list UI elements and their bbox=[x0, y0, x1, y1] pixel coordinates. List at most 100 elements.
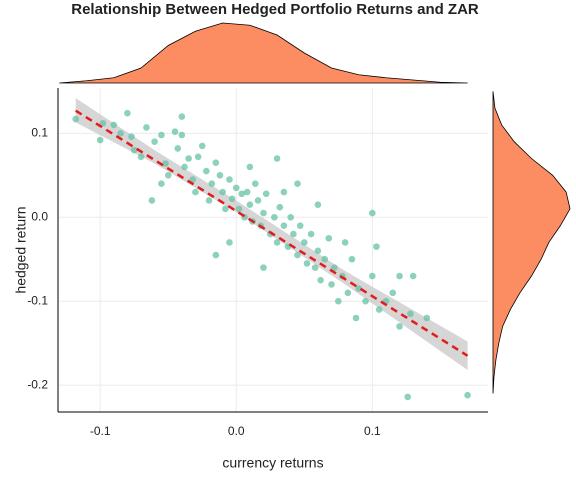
scatter-point bbox=[389, 289, 397, 297]
scatter-point bbox=[396, 272, 403, 280]
scatter-point bbox=[352, 314, 360, 322]
scatter-point bbox=[181, 163, 188, 171]
scatter-point bbox=[216, 171, 224, 179]
scatter-point bbox=[273, 239, 281, 246]
scatter-point bbox=[212, 159, 220, 167]
scatter-point bbox=[344, 289, 352, 297]
scatter-point bbox=[117, 130, 124, 137]
scatter-point bbox=[189, 176, 197, 183]
x-axis-label: currency returns bbox=[222, 455, 323, 471]
scatter-point bbox=[96, 136, 104, 144]
scatter-point bbox=[317, 276, 324, 284]
scatter-point bbox=[260, 209, 267, 217]
scatter-point bbox=[273, 155, 281, 162]
y-density bbox=[492, 91, 571, 394]
scatter-point bbox=[325, 234, 333, 242]
scatter-point bbox=[271, 213, 278, 221]
scatter-point bbox=[235, 205, 243, 213]
scatter-point bbox=[287, 213, 294, 221]
scatter-point bbox=[232, 184, 240, 192]
scatter-point bbox=[178, 113, 186, 120]
scatter-point bbox=[404, 393, 412, 401]
scatter-point bbox=[178, 131, 186, 139]
scatter-point bbox=[373, 243, 380, 250]
scatter-point bbox=[314, 201, 322, 208]
scatter-point bbox=[341, 239, 349, 246]
chart-title: Relationship Between Hedged Portfolio Re… bbox=[71, 1, 479, 18]
scatter-point bbox=[409, 272, 417, 280]
scatter-point bbox=[369, 209, 376, 217]
scatter-point bbox=[99, 119, 107, 127]
scatter-point bbox=[226, 239, 233, 246]
y-tick-label: 0.0 bbox=[31, 209, 48, 223]
scatter-point bbox=[137, 153, 145, 161]
y-tick-label: -0.1 bbox=[27, 293, 48, 307]
scatter-point bbox=[219, 188, 226, 196]
x-tick-label: 0.0 bbox=[228, 424, 245, 438]
scatter-point bbox=[290, 230, 297, 238]
scatter-point bbox=[280, 188, 288, 196]
scatter-point bbox=[355, 285, 363, 292]
scatter-point bbox=[300, 239, 308, 246]
scatter-point bbox=[330, 264, 338, 271]
scatter-point bbox=[369, 272, 376, 280]
scatter-point bbox=[128, 133, 135, 140]
scatter-point bbox=[72, 115, 79, 123]
scatter-point bbox=[252, 180, 259, 187]
y-axis-label: hedged return bbox=[13, 206, 29, 293]
scatter-point bbox=[158, 131, 165, 139]
x-tick-label: 0.1 bbox=[364, 424, 381, 438]
scatter-point bbox=[254, 197, 262, 204]
scatter-point bbox=[243, 188, 251, 196]
scatter-point bbox=[228, 195, 236, 203]
scatter-point bbox=[198, 142, 206, 150]
scatter-point bbox=[296, 222, 304, 229]
scatter-point bbox=[162, 160, 169, 167]
scatter-point bbox=[174, 145, 182, 152]
scatter-point bbox=[407, 310, 414, 318]
scatter-point bbox=[130, 146, 138, 154]
scatter-point bbox=[158, 180, 165, 187]
scatter-point bbox=[226, 176, 233, 183]
scatter-point bbox=[246, 163, 254, 171]
scatter-point bbox=[396, 323, 403, 330]
scatter-point bbox=[194, 153, 202, 161]
scatter-point bbox=[124, 109, 131, 117]
scatter-point bbox=[192, 188, 199, 196]
scatter-point bbox=[148, 197, 156, 204]
scatter-point bbox=[246, 201, 254, 208]
fit-line bbox=[75, 109, 469, 357]
scatter-point bbox=[328, 281, 335, 288]
scatter-point bbox=[464, 391, 471, 399]
scatter-point bbox=[294, 251, 301, 259]
scatter-point bbox=[276, 203, 284, 211]
scatter-point bbox=[171, 128, 179, 135]
scatter-point bbox=[362, 297, 369, 305]
scatter-point bbox=[335, 297, 342, 305]
scatter-point bbox=[423, 314, 431, 322]
scatter-point bbox=[143, 124, 150, 131]
y-tick-label: -0.2 bbox=[27, 377, 48, 391]
x-tick-label: -0.1 bbox=[90, 424, 111, 438]
scatter-point bbox=[314, 247, 322, 255]
scatter-point bbox=[110, 121, 118, 129]
x-density bbox=[59, 22, 468, 84]
scatter-point bbox=[307, 230, 315, 238]
scatter-point bbox=[164, 171, 172, 179]
scatter-point bbox=[205, 197, 213, 204]
scatter-point bbox=[311, 264, 319, 271]
scatter-point bbox=[185, 155, 192, 162]
y-tick-label: 0.1 bbox=[31, 125, 48, 139]
scatter-point bbox=[294, 180, 301, 187]
scatter-point bbox=[208, 180, 216, 187]
scatter-point bbox=[348, 255, 356, 263]
scatter-point bbox=[262, 190, 270, 198]
scatter-point bbox=[260, 264, 267, 271]
scatter-point bbox=[151, 138, 158, 146]
scatter-point bbox=[212, 251, 220, 259]
scatter-point bbox=[238, 190, 246, 198]
scatter-point bbox=[203, 167, 210, 175]
scatter-point bbox=[222, 205, 229, 213]
scatter-point bbox=[375, 306, 383, 313]
